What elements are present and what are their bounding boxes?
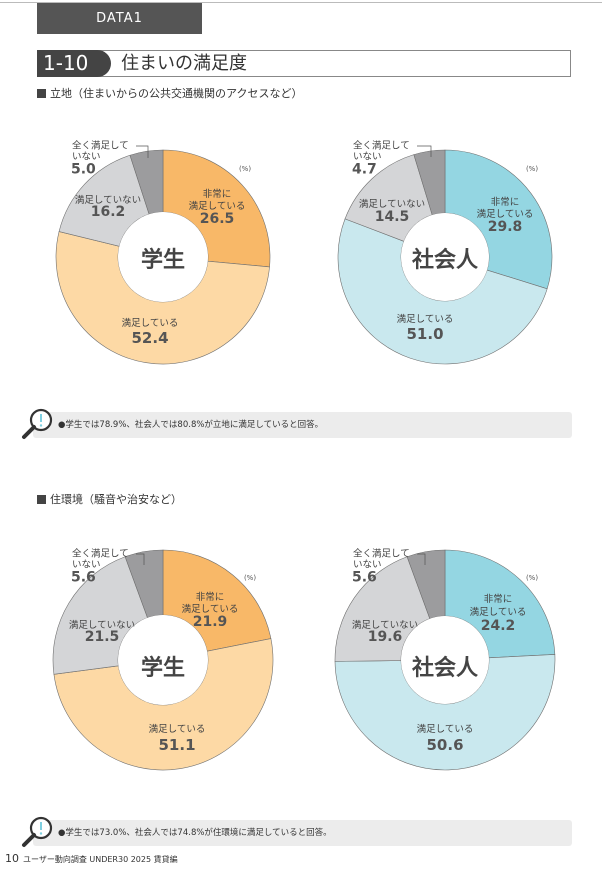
label-very: 非常に (490, 197, 520, 208)
value-sat: 50.6 (426, 736, 464, 754)
label-none: いない (72, 151, 101, 163)
footer-text: ユーザー動向調査 UNDER30 2025 賃貸編 (23, 855, 178, 864)
label-very: 非常に (195, 592, 225, 603)
value-none: 5.6 (352, 569, 377, 586)
chart-1-center-hole (118, 212, 208, 302)
value-very: 21.9 (192, 614, 228, 630)
value-notsat: 19.6 (367, 629, 403, 645)
chart-center-title: 社会人 (411, 656, 479, 681)
value-sat: 51.1 (158, 736, 196, 754)
unit-label: (%) (243, 574, 257, 582)
unit-label: (%) (238, 165, 252, 173)
section-heading-location: 立地（住まいからの公共交通機関のアクセスなど） (37, 85, 302, 101)
chart-center-title: 学生 (140, 656, 186, 681)
chart-2-center-hole (401, 213, 489, 301)
square-bullet-icon (37, 89, 46, 98)
section-heading-text: 立地（住まいからの公共交通機関のアクセスなど） (50, 87, 303, 100)
chart-center-title: 学生 (140, 248, 186, 273)
label-sat: 満足している (396, 314, 454, 325)
label-very: 非常に (483, 594, 513, 605)
label-notsat: 満足していない (68, 620, 136, 631)
note-box (33, 412, 572, 438)
value-sat: 51.0 (406, 325, 444, 343)
note-text: ●学生では78.9%、社会人では80.8%が立地に満足していると回答。 (58, 420, 324, 430)
label-none: 全く満足して (353, 548, 410, 560)
label-sat: 満足している (416, 724, 474, 735)
label-sat: 満足している (148, 724, 206, 735)
page-number: 10 (5, 852, 19, 865)
data-tab-label: DATA1 (96, 11, 143, 26)
value-none: 5.0 (71, 161, 96, 178)
value-very: 24.2 (480, 618, 516, 634)
chart-2-slice-satisfied (337, 218, 548, 365)
label-very: 満足している (188, 201, 246, 212)
value-notsat: 21.5 (84, 629, 120, 645)
label-none: いない (353, 151, 382, 163)
value-notsat: 16.2 (90, 204, 126, 220)
value-notsat: 14.5 (374, 209, 410, 225)
label-very: 非常に (202, 189, 232, 200)
value-very: 26.5 (199, 211, 235, 227)
label-none: 全く満足して (72, 140, 129, 152)
page-title: 住まいの満足度 (121, 53, 247, 74)
unit-label: (%) (525, 574, 539, 582)
label-none: いない (72, 559, 101, 571)
note-box (33, 820, 572, 846)
top-rule (0, 2, 602, 3)
square-bullet-icon (37, 495, 46, 504)
label-very: 満足している (469, 607, 527, 618)
value-none: 4.7 (352, 161, 377, 178)
section-number: 1-10 (37, 50, 111, 77)
chart-3-center-hole (118, 615, 208, 705)
magnifier-icon (22, 816, 53, 847)
unit-label: (%) (525, 165, 539, 173)
section-heading-text: 住環境（騒音や治安など） (50, 493, 182, 506)
value-none: 5.6 (71, 569, 96, 586)
chart-2-leader-line (417, 145, 432, 157)
data-tab: DATA1 (37, 3, 202, 34)
value-sat: 52.4 (131, 329, 169, 347)
magnifier-icon (22, 408, 53, 439)
chart-4-leader-line (417, 553, 426, 565)
label-very: 満足している (181, 604, 239, 615)
chart-4-center-hole (401, 616, 489, 704)
label-notsat: 満足していない (74, 195, 142, 206)
chart-center-title: 社会人 (411, 248, 479, 273)
value-very: 29.8 (487, 219, 523, 235)
label-notsat: 満足していない (351, 620, 419, 631)
footer: 10 ユーザー動向調査 UNDER30 2025 賃貸編 (5, 852, 178, 865)
chart-1-leader-line (136, 145, 149, 158)
label-sat: 満足している (121, 318, 179, 329)
label-none: 全く満足して (72, 548, 129, 560)
note-text: ●学生では73.0%、社会人では74.8%が住環境に満足していると回答。 (58, 828, 332, 838)
label-none: いない (353, 559, 382, 571)
label-none: 全く満足して (353, 140, 410, 152)
chart-3-leader-line (136, 553, 145, 565)
label-very: 満足している (476, 209, 534, 220)
label-notsat: 満足していない (358, 199, 426, 210)
section-heading-environment: 住環境（騒音や治安など） (37, 491, 182, 507)
